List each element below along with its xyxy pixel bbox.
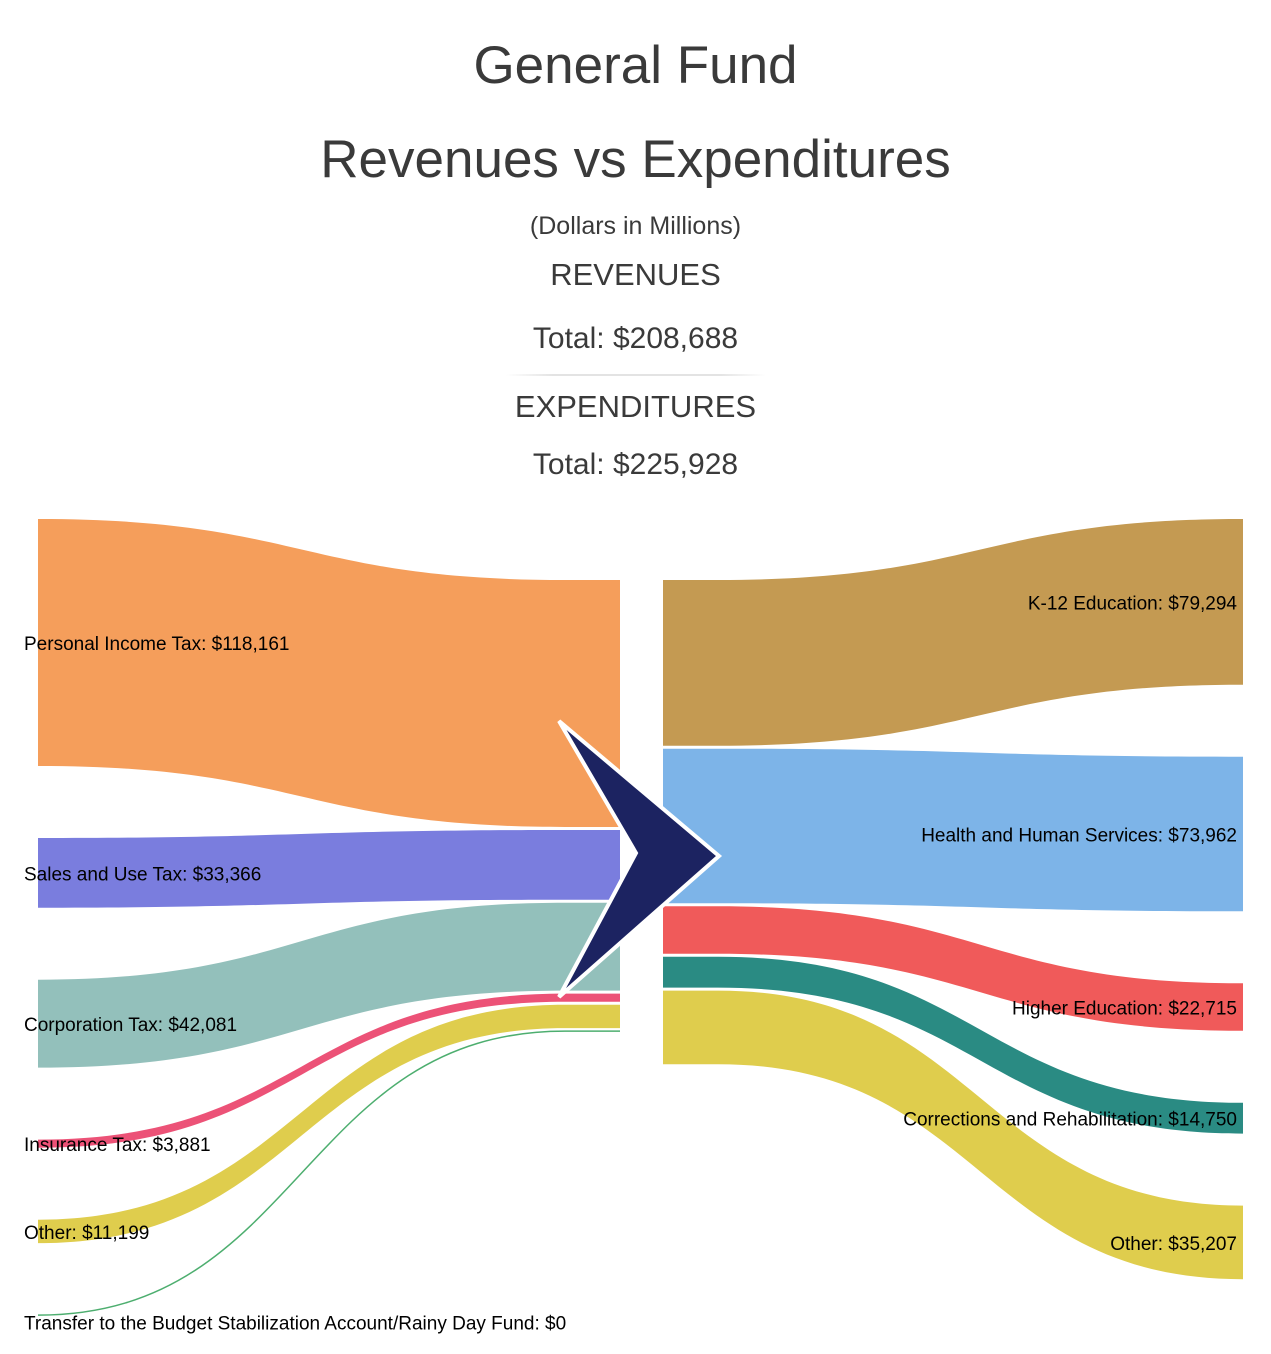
expenditure-label-health-and-human-services: Health and Human Services: $73,962 (921, 826, 1237, 847)
revenues-total: Total: $208,688 (532, 322, 739, 355)
expenditure-flow-higher-education (663, 906, 1243, 1031)
expenditure-flow-k-12-education (663, 519, 1243, 746)
expenditure-label-other: Other: $35,207 (1110, 1234, 1237, 1255)
expenditure-label-k-12-education: K-12 Education: $79,294 (1028, 593, 1238, 614)
revenue-flow-corporation-tax (38, 902, 620, 1068)
expenditure-flow-health-and-human-services (663, 748, 1243, 912)
revenue-flow-personal-income-tax (38, 519, 620, 827)
expenditure-flow-corrections-and-rehabilitation (663, 956, 1243, 1134)
revenue-label-transfer-to-the-budget-stabilization-account-rainy-day-fund: Transfer to the Budget Stabilization Acc… (24, 1314, 566, 1335)
center-arrow-icon (557, 719, 723, 999)
revenue-flow-sales-and-use-tax (38, 829, 620, 908)
revenues-heading: REVENUES (550, 257, 721, 292)
revenue-flow-other (38, 1004, 620, 1244)
expenditure-flow-other (663, 990, 1243, 1280)
chart-title-line1: General Fund (473, 36, 798, 95)
expenditures-heading: EXPENDITURES (514, 389, 757, 424)
section-divider (506, 374, 766, 376)
revenue-label-insurance-tax: Insurance Tax: $3,881 (24, 1135, 211, 1156)
revenue-label-personal-income-tax: Personal Income Tax: $118,161 (24, 634, 289, 655)
revenue-flow-transfer-to-the-budget-stabilization-account-rainy-day-fund (37, 1030, 620, 1316)
revenue-label-other: Other: $11,199 (24, 1223, 149, 1244)
sankey-labels: Personal Income Tax: $118,161 Sales and U… (24, 593, 1237, 1334)
chart-subtitle: (Dollars in Millions) (529, 212, 742, 240)
chart-title-line2: Revenues vs Expenditures (320, 130, 951, 189)
revenue-label-sales-and-use-tax: Sales and Use Tax: $33,366 (24, 864, 261, 885)
expenditure-label-higher-education: Higher Education: $22,715 (1012, 999, 1237, 1020)
sankey-flows (37, 519, 1243, 1316)
expenditures-total: Total: $225,928 (532, 448, 739, 481)
expenditure-label-corrections-and-rehabilitation: Corrections and Rehabilitation: $14,750 (903, 1110, 1237, 1131)
revenue-label-corporation-tax: Corporation Tax: $42,081 (24, 1015, 237, 1036)
